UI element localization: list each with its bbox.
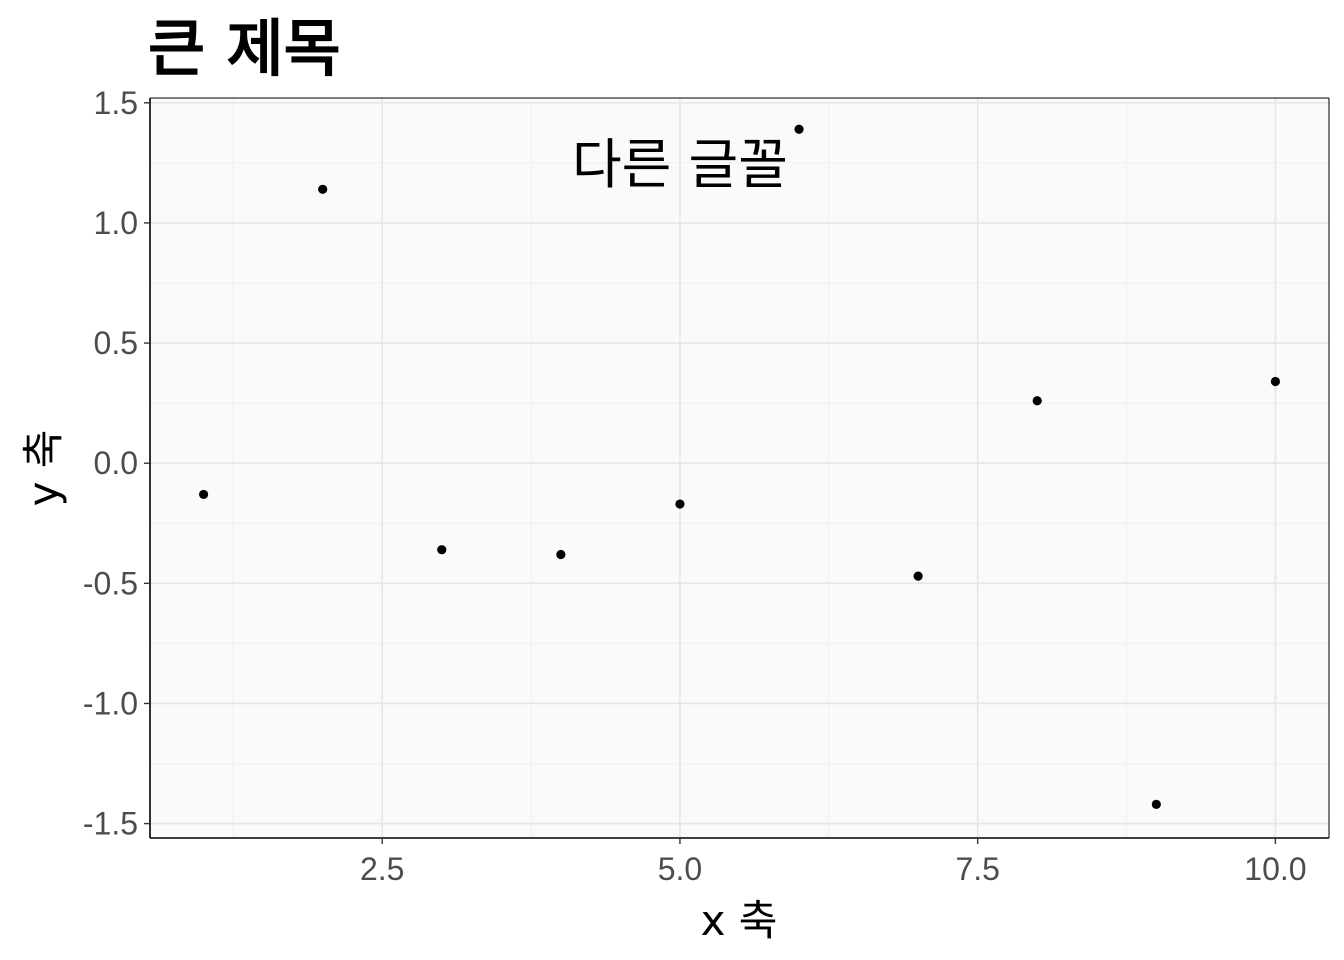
data-points xyxy=(198,124,1281,809)
x-tick-label: 10.0 xyxy=(1244,851,1306,887)
data-point xyxy=(198,489,209,500)
y-tick-label: -1.5 xyxy=(83,806,138,842)
data-point xyxy=(913,571,923,581)
y-tick-label: 0.5 xyxy=(94,325,138,361)
x-tick-label: 7.5 xyxy=(955,851,999,887)
axes xyxy=(149,97,1330,839)
data-point xyxy=(675,499,685,509)
data-point xyxy=(1151,799,1161,809)
x-axis-ticks: 2.5 5.0 7.5 10.0 xyxy=(360,838,1307,887)
y-tick-label: 1.5 xyxy=(94,85,138,121)
x-tick-label: 2.5 xyxy=(360,851,404,887)
y-axis-ticks: -1.5 -1.0 -0.5 0.0 0.5 1.0 1.5 xyxy=(83,85,150,842)
chart-title: 큰 제목 xyxy=(148,12,341,85)
data-point xyxy=(1032,396,1042,406)
annotation-text: 다른 글꼴 xyxy=(572,133,788,196)
y-tick-label: 1.0 xyxy=(94,205,138,241)
y-tick-label: -1.0 xyxy=(83,685,138,721)
data-point xyxy=(794,124,804,134)
data-point xyxy=(318,184,328,194)
data-point xyxy=(1270,376,1281,387)
y-tick-label: -0.5 xyxy=(83,565,138,601)
x-axis-title: x 축 xyxy=(701,896,778,945)
data-point xyxy=(437,545,447,555)
y-axis-title: y 축 xyxy=(19,430,68,507)
data-point xyxy=(556,549,566,560)
major-gridlines xyxy=(150,98,1329,838)
minor-gridlines xyxy=(150,98,1329,838)
x-tick-label: 5.0 xyxy=(658,851,702,887)
y-tick-label: 0.0 xyxy=(94,445,138,481)
plot-panel xyxy=(150,98,1329,838)
